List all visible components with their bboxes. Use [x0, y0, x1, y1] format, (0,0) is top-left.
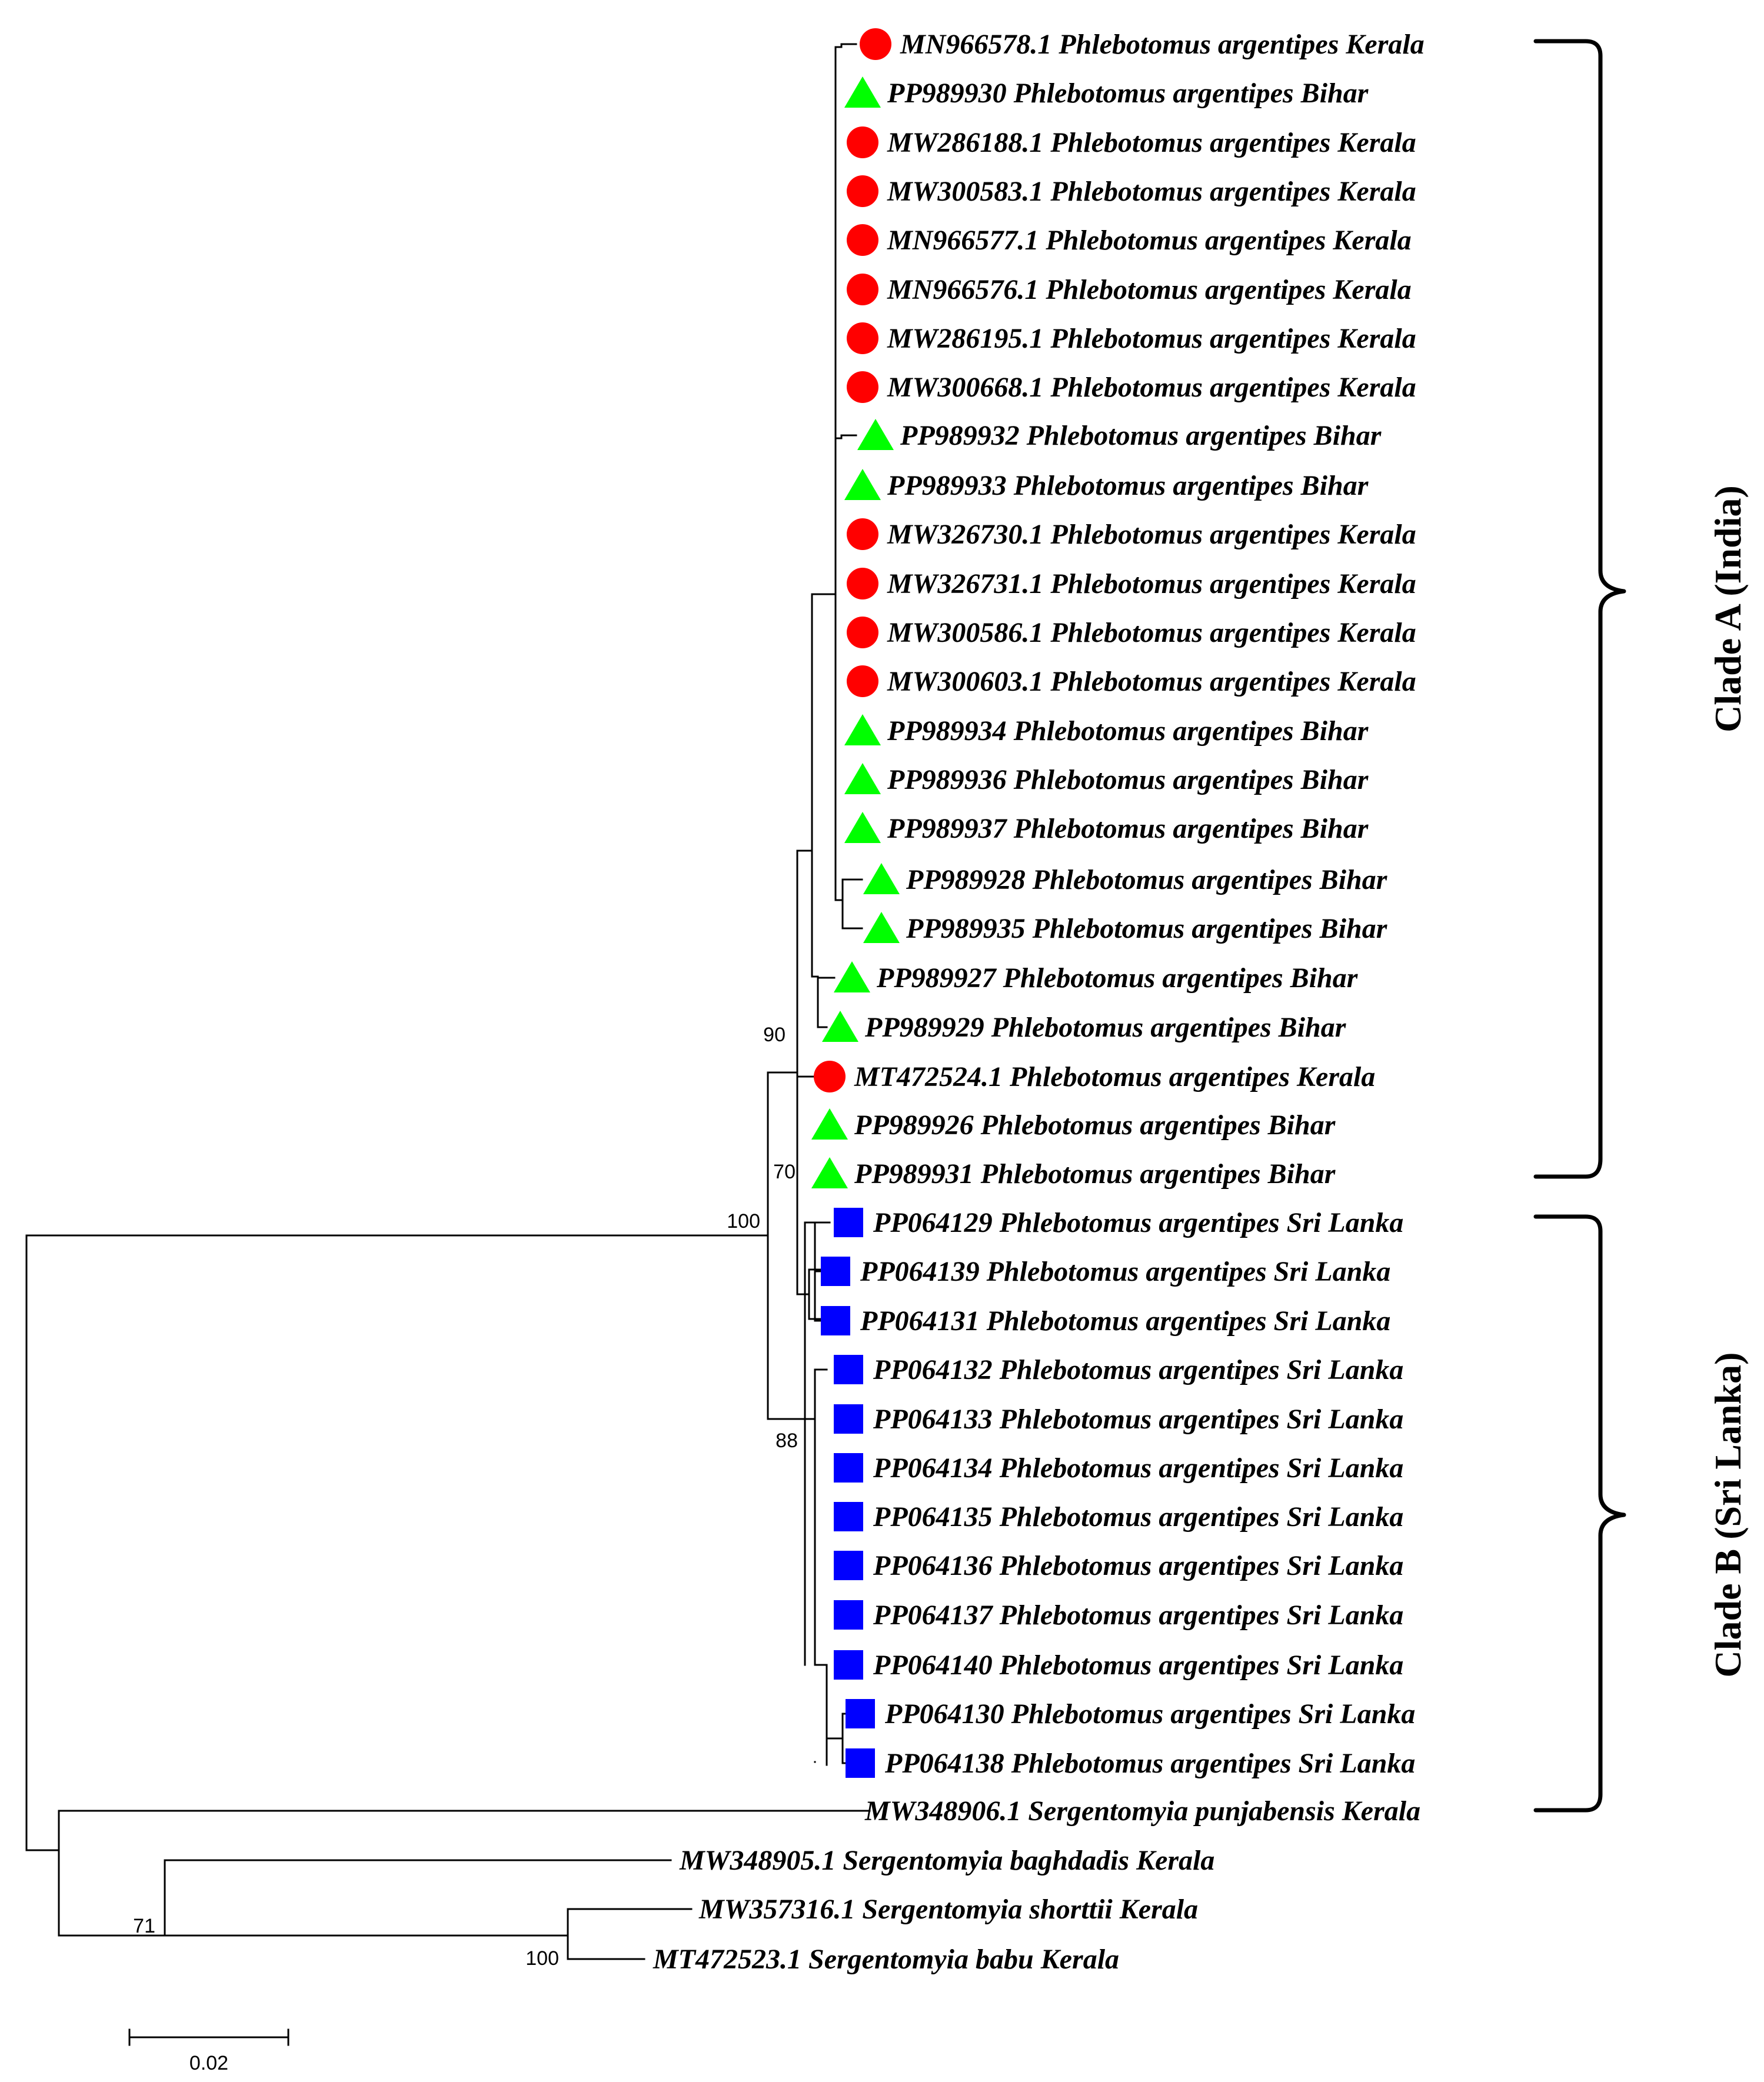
taxon-label: MN966577.1 Phlebotomus argentipes Kerala [887, 225, 1412, 256]
taxon-label: PP064131 Phlebotomus argentipes Sri Lank… [860, 1305, 1390, 1337]
taxon-label: PP064133 Phlebotomus argentipes Sri Lank… [873, 1404, 1403, 1435]
taxon-label: MW286195.1 Phlebotomus argentipes Kerala [887, 323, 1416, 354]
taxon-label: PP064140 Phlebotomus argentipes Sri Lank… [873, 1650, 1403, 1681]
taxon-label: PP989933 Phlebotomus argentipes Bihar [887, 470, 1369, 501]
taxon-label: MW300583.1 Phlebotomus argentipes Kerala [887, 176, 1416, 207]
taxon-label: PP989926 Phlebotomus argentipes Bihar [854, 1110, 1336, 1141]
taxon-label: PP064136 Phlebotomus argentipes Sri Lank… [873, 1550, 1403, 1581]
sri-lanka-square-marker [834, 1502, 863, 1531]
scale-bar-label: 0.02 [189, 2052, 228, 2074]
taxon-label: MW348905.1 Sergentomyia baghdadis Kerala [679, 1845, 1214, 1876]
sri-lanka-square-marker [834, 1453, 863, 1483]
kerala-circle-marker [860, 28, 891, 60]
bihar-triangle-marker [844, 714, 881, 745]
bihar-triangle-marker [811, 1108, 848, 1140]
taxon-label: PP989937 Phlebotomus argentipes Bihar [887, 813, 1369, 844]
kerala-circle-marker [847, 224, 878, 256]
taxon-label: MW286188.1 Phlebotomus argentipes Kerala [887, 127, 1416, 158]
taxon-label: MW348906.1 Sergentomyia punjabensis Kera… [864, 1795, 1420, 1827]
sri-lanka-square-marker [834, 1404, 863, 1434]
sri-lanka-square-marker [846, 1748, 875, 1778]
taxon-markers [811, 28, 900, 1778]
bihar-triangle-marker [844, 763, 881, 794]
bootstrap-ingroup: 100 [727, 1210, 760, 1232]
bihar-triangle-marker [811, 1157, 848, 1188]
bihar-triangle-marker [822, 1011, 858, 1042]
kerala-circle-marker [847, 175, 878, 207]
taxon-label: PP064132 Phlebotomus argentipes Sri Lank… [873, 1354, 1403, 1385]
taxon-label: PP989934 Phlebotomus argentipes Bihar [887, 715, 1369, 747]
taxon-labels: MN966578.1 Phlebotomus argentipes Kerala… [653, 29, 1424, 1975]
taxon-label: MW357316.1 Sergentomyia shorttii Kerala [698, 1894, 1198, 1925]
bihar-triangle-marker [863, 912, 900, 943]
bootstrap-shorttii-babu: 100 [525, 1947, 559, 1970]
bihar-triangle-marker [844, 469, 881, 500]
taxon-label: MW300603.1 Phlebotomus argentipes Kerala [887, 666, 1416, 697]
sri-lanka-square-marker [821, 1306, 850, 1335]
sri-lanka-square-marker [821, 1257, 850, 1286]
taxon-label: MT472524.1 Phlebotomus argentipes Kerala [854, 1061, 1375, 1092]
bootstrap-clade-b: 88 [776, 1430, 798, 1452]
taxon-label: MN966578.1 Phlebotomus argentipes Kerala [900, 29, 1424, 60]
kerala-circle-marker [847, 568, 878, 599]
bihar-triangle-marker [844, 76, 881, 108]
sri-lanka-square-marker [834, 1551, 863, 1580]
clade-b-label: Clade B (Sri Lanka) [1707, 1353, 1749, 1678]
taxon-label: PP989935 Phlebotomus argentipes Bihar [906, 913, 1388, 944]
tree-branches [25, 43, 871, 1960]
kerala-circle-marker [847, 126, 878, 158]
taxon-label: MN966576.1 Phlebotomus argentipes Kerala [887, 274, 1412, 305]
taxon-label: PP989929 Phlebotomus argentipes Bihar [864, 1012, 1347, 1043]
taxon-label: PP989927 Phlebotomus argentipes Bihar [876, 962, 1359, 994]
taxon-label: MW300668.1 Phlebotomus argentipes Kerala [887, 372, 1416, 403]
clade-a-bracket [1533, 39, 1626, 1179]
kerala-circle-marker [847, 518, 878, 550]
bihar-triangle-marker [834, 961, 870, 992]
taxon-label: PP989931 Phlebotomus argentipes Bihar [854, 1158, 1336, 1190]
taxon-label: PP989936 Phlebotomus argentipes Bihar [887, 764, 1369, 795]
kerala-circle-marker [847, 665, 878, 697]
kerala-circle-marker [814, 1061, 846, 1092]
taxon-label: PP989932 Phlebotomus argentipes Bihar [900, 420, 1382, 451]
clade-b-bracket [1533, 1214, 1626, 1813]
taxon-label: PP989930 Phlebotomus argentipes Bihar [887, 78, 1369, 109]
taxon-label: PP064134 Phlebotomus argentipes Sri Lank… [873, 1453, 1403, 1484]
bootstrap-outgroup: 71 [133, 1915, 155, 1937]
bihar-triangle-marker [844, 812, 881, 843]
kerala-circle-marker [847, 322, 878, 354]
kerala-circle-marker [847, 274, 878, 305]
bihar-triangle-marker [857, 419, 894, 450]
taxon-label: PP064139 Phlebotomus argentipes Sri Lank… [860, 1256, 1390, 1287]
taxon-label: PP064135 Phlebotomus argentipes Sri Lank… [873, 1501, 1403, 1533]
bihar-triangle-marker [863, 863, 900, 894]
sri-lanka-square-marker [846, 1699, 875, 1728]
kerala-circle-marker [847, 371, 878, 403]
sri-lanka-square-marker [834, 1355, 863, 1384]
sri-lanka-square-marker [834, 1600, 863, 1630]
taxon-label: PP989928 Phlebotomus argentipes Bihar [906, 864, 1388, 895]
taxon-label: MW326730.1 Phlebotomus argentipes Kerala [887, 519, 1416, 550]
kerala-circle-marker [847, 617, 878, 648]
scale-bar [128, 2028, 289, 2046]
taxon-label: PP064130 Phlebotomus argentipes Sri Lank… [884, 1698, 1415, 1730]
clade-a-label: Clade A (India) [1707, 485, 1749, 732]
bootstrap-clade-a: 90 [763, 1024, 786, 1046]
taxon-label: PP064129 Phlebotomus argentipes Sri Lank… [873, 1207, 1403, 1238]
taxon-label: MW300586.1 Phlebotomus argentipes Kerala [887, 617, 1416, 648]
sri-lanka-square-marker [834, 1650, 863, 1680]
bootstrap-bihar-pair: 70 [773, 1161, 796, 1183]
taxon-label: MT472523.1 Sergentomyia babu Kerala [653, 1944, 1119, 1975]
sri-lanka-square-marker [834, 1208, 863, 1237]
taxon-label: PP064138 Phlebotomus argentipes Sri Lank… [884, 1748, 1415, 1779]
taxon-label: MW326731.1 Phlebotomus argentipes Kerala [887, 568, 1416, 599]
taxon-label: PP064137 Phlebotomus argentipes Sri Lank… [873, 1600, 1403, 1631]
